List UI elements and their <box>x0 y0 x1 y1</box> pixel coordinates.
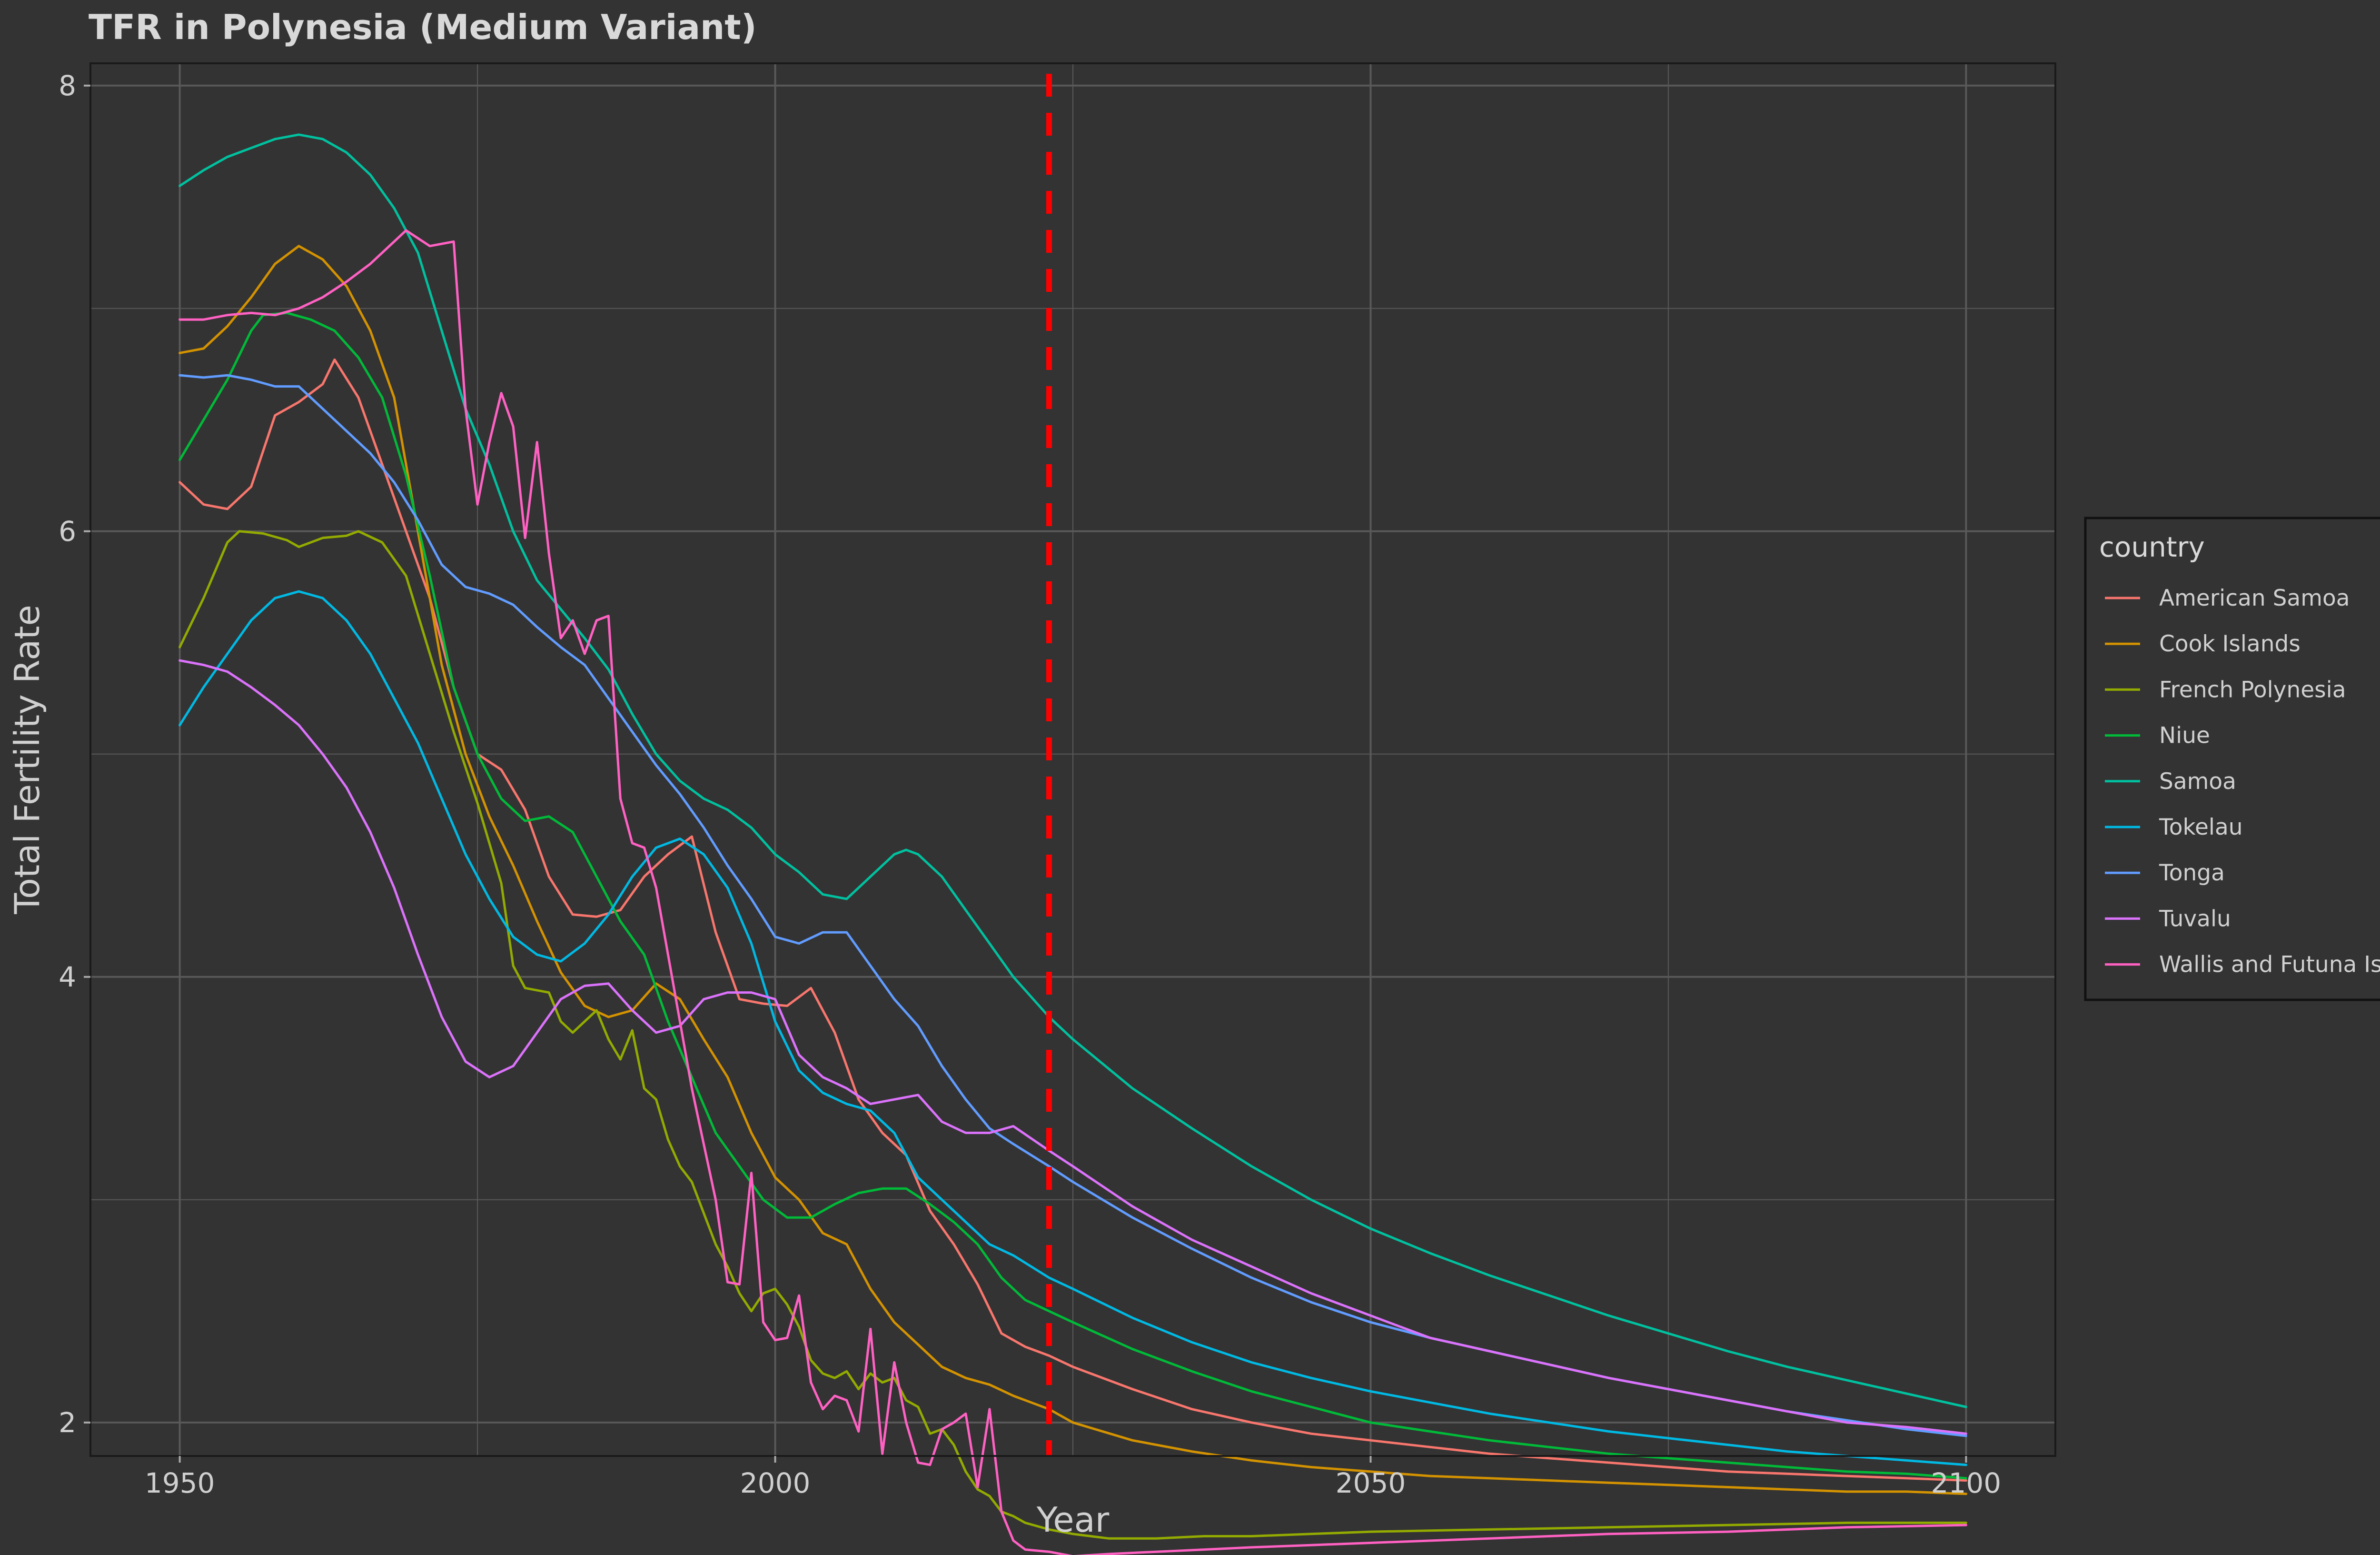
y-tick-label: 2 <box>59 1406 76 1439</box>
x-axis-title: Year <box>1036 1500 1110 1540</box>
y-axis-title: Total Fertility Rate <box>7 605 47 914</box>
legend-label: Tuvalu <box>2159 906 2231 932</box>
plot-panel-border <box>89 62 2056 1457</box>
series-line-tokelau <box>178 590 1967 1466</box>
legend-label: Wallis and Futuna Islands <box>2159 952 2380 978</box>
legend-label: Tonga <box>2159 860 2225 886</box>
series-line-niue <box>178 311 1967 1480</box>
x-tick-label: 2050 <box>1336 1467 1406 1499</box>
y-tick-label: 8 <box>59 70 76 102</box>
y-tick-label: 4 <box>59 961 76 993</box>
legend-label: American Samoa <box>2159 585 2350 611</box>
series-line-french-polynesia <box>178 530 1967 1540</box>
series-line-samoa <box>178 133 1967 1408</box>
legend-items: American Samoa Cook Islands French Polynes… <box>2105 585 2380 978</box>
series-line-wallis-and-futuna-islands <box>178 229 1967 1555</box>
x-axis-ticks: 1950 2000 2050 2100 <box>145 1456 2001 1499</box>
legend-label: Samoa <box>2159 768 2236 795</box>
legend-label: French Polynesia <box>2159 677 2346 703</box>
y-tick-label: 6 <box>59 515 76 548</box>
x-tick-label: 2100 <box>1931 1467 2002 1499</box>
x-tick-label: 1950 <box>145 1467 215 1499</box>
series-line-american-samoa <box>178 358 1967 1482</box>
legend-label: Niue <box>2159 723 2210 749</box>
legend-title: country <box>2099 531 2205 563</box>
legend-label: Tokelau <box>2159 814 2243 840</box>
series-lines <box>178 133 1967 1555</box>
y-axis-ticks: 2 4 6 8 <box>59 70 90 1439</box>
series-line-tuvalu <box>178 659 1967 1435</box>
legend-label: Cook Islands <box>2159 631 2301 657</box>
chart-title: TFR in Polynesia (Medium Variant) <box>89 7 757 47</box>
x-tick-label: 2000 <box>740 1467 811 1499</box>
legend: country American Samoa Cook Islands French… <box>2084 517 2380 1001</box>
series-line-cook-islands <box>178 245 1967 1495</box>
